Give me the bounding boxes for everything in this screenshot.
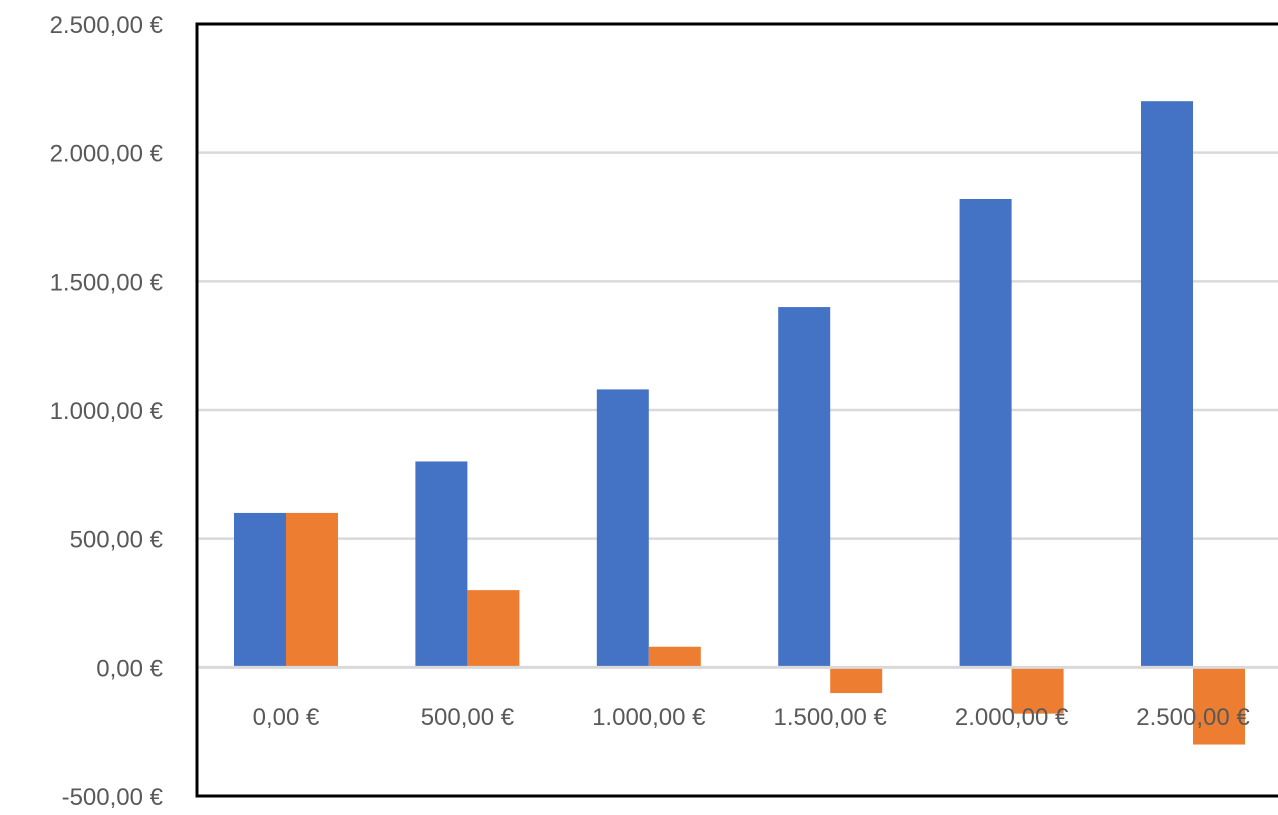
bar-series-2-5 bbox=[1193, 667, 1245, 745]
bar-series-2-3 bbox=[830, 667, 883, 694]
bar-series-1-2 bbox=[596, 389, 649, 668]
bar-series-1-5 bbox=[1141, 101, 1193, 668]
bar-series-2-2 bbox=[648, 646, 701, 668]
bar-series-1-3 bbox=[778, 307, 831, 668]
y-tick-label: 2.000,00 € bbox=[50, 141, 164, 168]
plot-frame bbox=[195, 22, 1278, 798]
bar-series-2-0 bbox=[286, 512, 338, 668]
y-tick-label: -500,00 € bbox=[62, 784, 164, 811]
bar-series-1-4 bbox=[959, 198, 1012, 668]
bar-series-2-4 bbox=[1011, 667, 1064, 714]
x-category-label: 1.000,00 € bbox=[592, 704, 706, 731]
bar-series-1-1 bbox=[415, 461, 468, 668]
y-tick-label: 1.000,00 € bbox=[50, 398, 164, 425]
bar-series-2-1 bbox=[467, 590, 520, 668]
bars bbox=[234, 101, 1245, 745]
x-category-label: 500,00 € bbox=[421, 704, 515, 731]
y-tick-label: 2.500,00 € bbox=[50, 12, 164, 39]
gridlines bbox=[197, 151, 1278, 540]
y-tick-label: 0,00 € bbox=[96, 655, 163, 682]
y-tick-label: 500,00 € bbox=[70, 527, 164, 554]
x-category-label: 2.000,00 € bbox=[955, 704, 1069, 731]
x-category-label: 0,00 € bbox=[253, 704, 320, 731]
y-axis-tick-labels: -500,00 € 0,00 € 500,00 € 1.000,00 € 1.500,0… bbox=[50, 12, 164, 811]
bar-series-1-0 bbox=[234, 512, 286, 668]
y-tick-label: 1.500,00 € bbox=[50, 269, 164, 296]
x-axis-category-labels: 0,00 € 500,00 € 1.000,00 € 1.500,00 € 2.000,… bbox=[253, 704, 1251, 731]
x-category-label: 2.500,00 € bbox=[1136, 704, 1250, 731]
x-category-label: 1.500,00 € bbox=[773, 704, 887, 731]
